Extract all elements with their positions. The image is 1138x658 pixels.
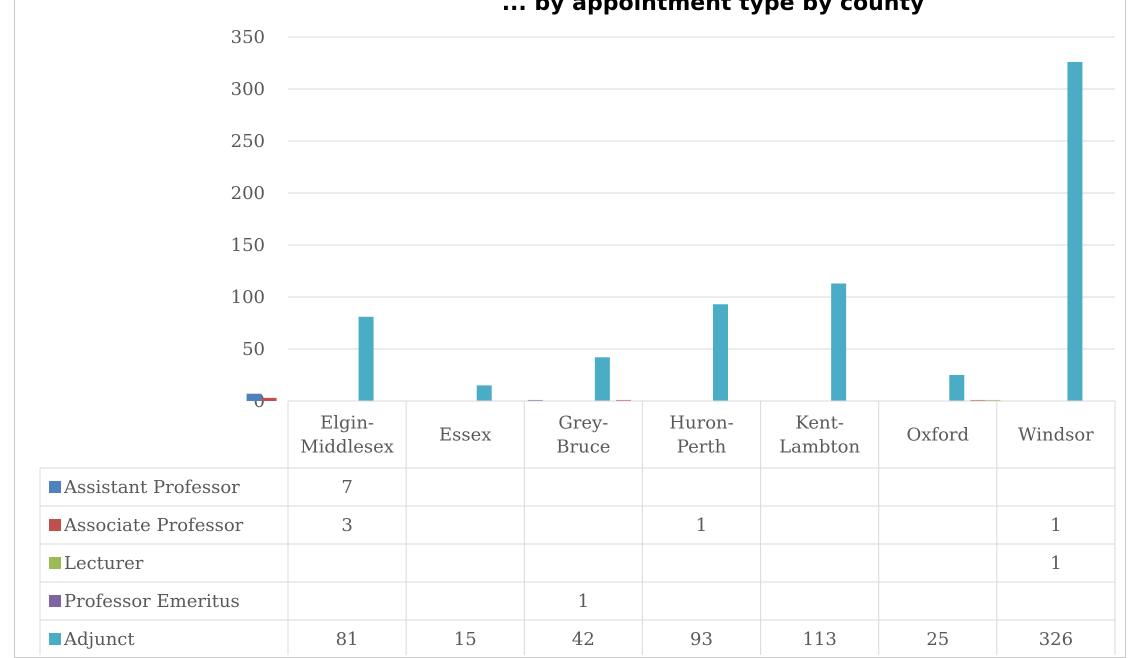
category-label: Lambton bbox=[779, 437, 860, 458]
y-tick-label: 250 bbox=[231, 131, 265, 152]
data-cell: 326 bbox=[1039, 629, 1073, 650]
series-name: Lecturer bbox=[64, 553, 144, 574]
data-cell: 113 bbox=[802, 629, 836, 650]
data-cell: 15 bbox=[454, 629, 477, 650]
data-cell: 25 bbox=[926, 629, 949, 650]
legend-key bbox=[49, 633, 61, 645]
category-label: Huron- bbox=[669, 413, 733, 434]
bar bbox=[261, 397, 277, 401]
y-tick-label: 150 bbox=[231, 235, 265, 256]
chart-title: ... by appointment type by county bbox=[502, 0, 925, 16]
bar bbox=[949, 375, 965, 401]
data-cell: 1 bbox=[578, 591, 589, 612]
bar bbox=[616, 399, 631, 401]
data-cell: 1 bbox=[1050, 553, 1061, 574]
series-name: Associate Professor bbox=[63, 515, 244, 536]
bar bbox=[246, 393, 262, 401]
data-cell: 93 bbox=[690, 629, 713, 650]
y-tick-label: 50 bbox=[242, 339, 265, 360]
bar bbox=[358, 316, 374, 401]
bar bbox=[527, 399, 543, 401]
category-label: Kent- bbox=[795, 413, 844, 434]
legend-key bbox=[49, 481, 61, 493]
bar bbox=[831, 283, 847, 401]
category-label: Grey- bbox=[558, 413, 608, 434]
bar bbox=[594, 357, 610, 401]
y-tick-label: 100 bbox=[231, 287, 265, 308]
y-tick-label: 350 bbox=[231, 27, 265, 48]
category-label: Oxford bbox=[907, 425, 970, 446]
category-label: Middlesex bbox=[300, 437, 394, 458]
category-label: Perth bbox=[677, 437, 727, 458]
series-name: Professor Emeritus bbox=[64, 591, 240, 612]
y-tick-label: 0 bbox=[254, 391, 265, 412]
series-name: Assistant Professor bbox=[63, 477, 240, 498]
data-cell: 3 bbox=[341, 515, 352, 536]
chart-frame bbox=[14, 0, 1126, 658]
category-label: Elgin- bbox=[320, 413, 374, 434]
legend-key bbox=[49, 595, 61, 607]
series-name: Adjunct bbox=[63, 629, 135, 650]
bar bbox=[1067, 61, 1083, 402]
data-cell: 1 bbox=[696, 515, 707, 536]
data-cell: 81 bbox=[336, 629, 359, 650]
data-cell: 1 bbox=[1050, 515, 1061, 536]
y-tick-label: 200 bbox=[231, 183, 265, 204]
legend-key bbox=[49, 557, 61, 569]
legend-key bbox=[49, 519, 61, 531]
bar bbox=[970, 399, 986, 401]
category-label: Windsor bbox=[1018, 425, 1094, 446]
data-cell: 42 bbox=[572, 629, 595, 650]
y-tick-label: 300 bbox=[231, 79, 265, 100]
category-label: Bruce bbox=[556, 437, 610, 458]
data-cell: 7 bbox=[341, 477, 352, 498]
bar bbox=[713, 304, 728, 401]
category-label: Essex bbox=[439, 425, 491, 446]
bar bbox=[985, 399, 1001, 401]
bar bbox=[476, 385, 492, 401]
